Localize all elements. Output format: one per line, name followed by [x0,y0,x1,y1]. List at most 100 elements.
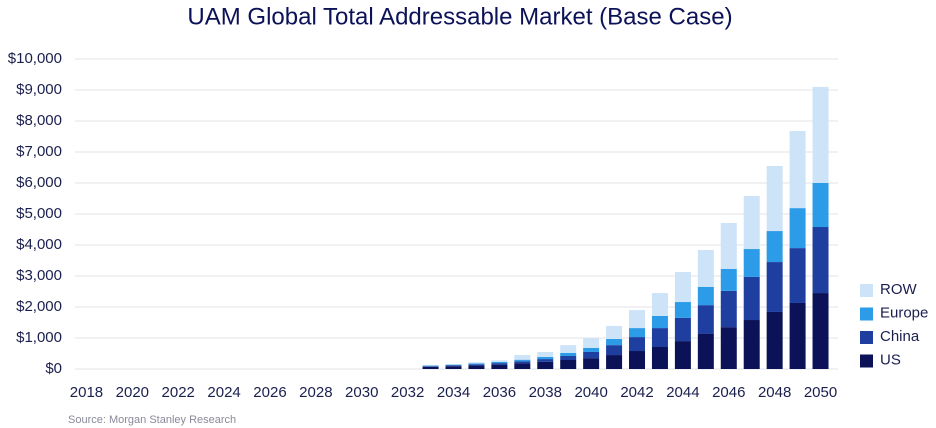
x-tick-label: 2024 [207,384,240,401]
bar-segment [697,305,714,334]
bar-segment [789,130,806,209]
x-tick-label: 2032 [391,384,424,401]
bar-segment [606,338,623,346]
x-tick-label: 2018 [70,384,103,401]
bar-segment [560,352,577,356]
bar-segment [743,320,760,369]
bar-segment [491,360,508,362]
x-tick-label: 2046 [712,384,745,401]
legend-label: China [880,328,920,345]
x-tick-label: 2022 [162,384,195,401]
bar-segment [674,271,691,303]
bar-segment [583,358,600,369]
bar-segment [445,364,462,365]
x-tick-label: 2026 [253,384,286,401]
bar-segment [445,366,462,369]
bar-segment [629,328,646,338]
bar-segment [697,333,714,369]
bar-segment [514,355,531,360]
source-note: Source: Morgan Stanley Research [68,414,236,426]
bar-segment [629,337,646,352]
legend-swatch [860,331,873,344]
bar-segment [674,341,691,369]
bar-segment [491,363,508,365]
bar-segment [720,290,737,328]
bar-segment [514,363,531,369]
bar-segment [720,268,737,291]
chart-title: UAM Global Total Addressable Market (Bas… [187,3,732,30]
y-tick-label: $7,000 [16,143,62,160]
y-tick-label: $0 [45,360,62,377]
bar-segment [491,361,508,364]
bar-segment [560,345,577,353]
bar-segment [583,347,600,352]
y-tick-label: $5,000 [16,205,62,222]
bar-segment [674,317,691,342]
x-tick-label: 2038 [529,384,562,401]
bar-segment [491,364,508,369]
bar-segment [743,276,760,321]
bar-segment [583,351,600,359]
bar-segment [812,86,829,183]
x-tick-label: 2040 [574,384,607,401]
bar-segment [629,310,646,329]
bar-segment [514,361,531,364]
bar-segment [606,325,623,339]
x-tick-label: 2050 [804,384,837,401]
bar-segment [674,302,691,318]
bar-segment [560,360,577,369]
bar-segment [743,249,760,277]
bar-segment [468,365,485,369]
bar-segment [651,315,668,329]
bar-segment [743,196,760,250]
bar-segment [468,364,485,366]
bar-segment [422,364,439,366]
bar-segment [651,346,668,369]
x-tick-label: 2034 [437,384,470,401]
y-tick-label: $4,000 [16,236,62,253]
bar-segment [606,345,623,356]
bar-segment [445,365,462,367]
bar-segment [720,222,737,269]
legend-swatch [860,284,873,297]
bar-segment [422,366,439,369]
y-tick-label: $1,000 [16,329,62,346]
bar-segment [537,356,554,360]
y-tick-label: $9,000 [16,81,62,98]
bar-segment [537,359,554,362]
x-tick-label: 2020 [116,384,149,401]
bar-segment [468,362,485,364]
bar-segment [468,363,485,365]
y-tick-label: $2,000 [16,298,62,315]
x-tick-label: 2042 [620,384,653,401]
y-tick-label: $6,000 [16,174,62,191]
legend-swatch [860,354,873,368]
bar-segment [651,328,668,347]
x-tick-label: 2036 [483,384,516,401]
bar-segment [766,165,783,232]
bar-segment [537,351,554,357]
legend-label: US [880,351,901,368]
bar-segment [445,364,462,366]
bar-segment [629,351,646,369]
bar-segment [789,208,806,249]
bar-segment [537,361,554,369]
legend-label: ROW [880,281,918,298]
bar-segment [606,355,623,369]
bar-segment [583,338,600,348]
bar-segment [422,366,439,367]
y-tick-label: $10,000 [8,50,62,67]
bar-segment [560,355,577,361]
bar-segment [697,249,714,287]
legend-swatch [860,307,873,321]
legend-label: Europe [880,304,928,321]
y-tick-label: $8,000 [16,112,62,129]
bar-segment [697,286,714,306]
bar-segment [514,359,531,362]
bar-segment [812,293,829,369]
bar-segment [651,293,668,316]
x-tick-label: 2044 [666,384,699,401]
bar-segment [766,311,783,369]
bar-segment [422,365,439,367]
